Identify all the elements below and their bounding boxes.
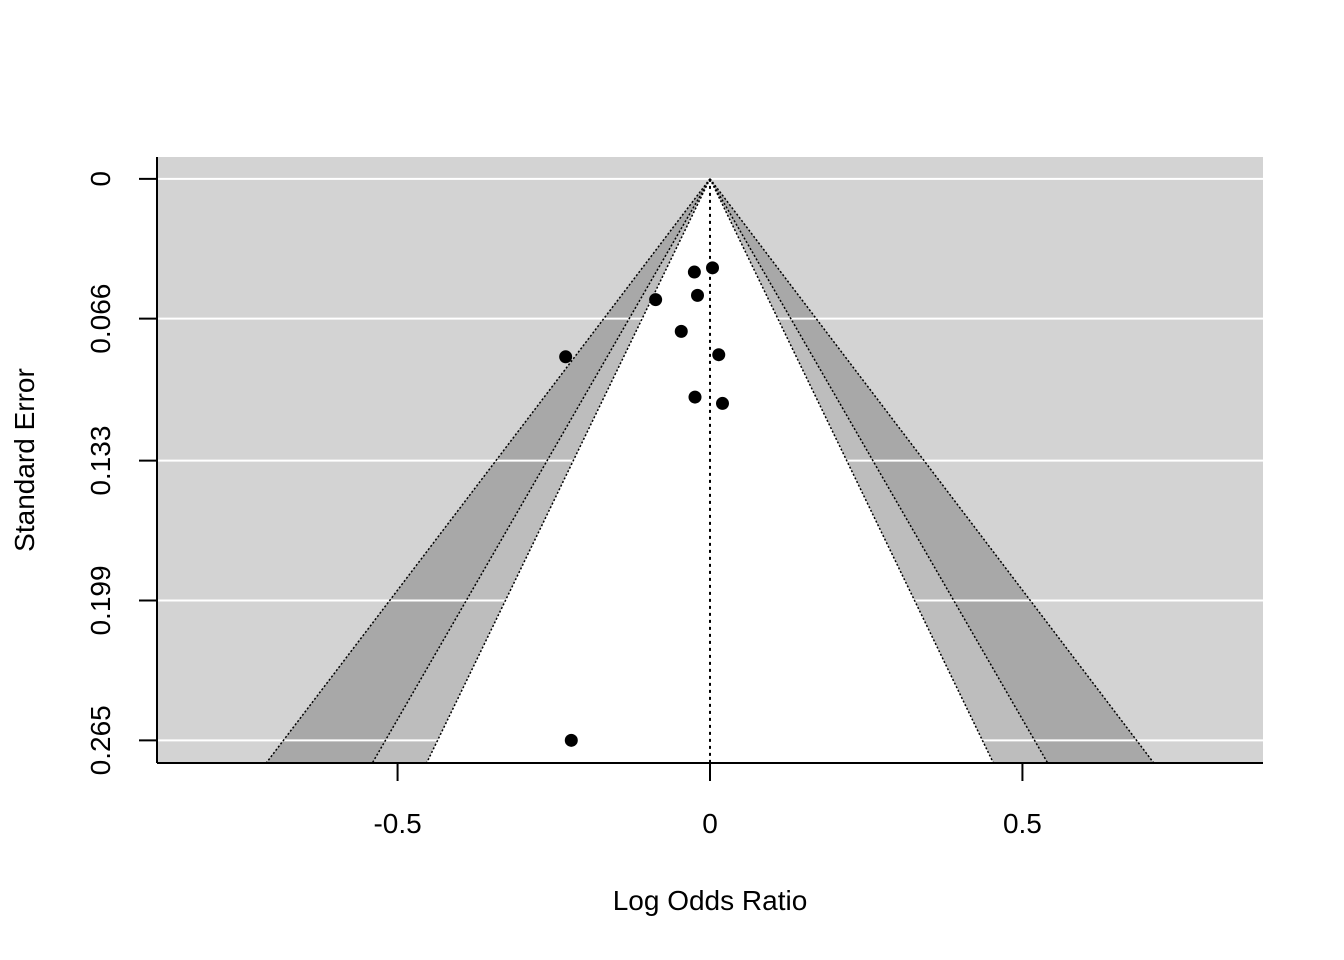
axes: -0.5 0 0.5 0 0.066 0.133 0.199 0.265	[85, 157, 1263, 839]
y-tick-label: 0.199	[85, 565, 116, 635]
data-point	[712, 348, 726, 362]
y-tick-label: 0.133	[85, 426, 116, 496]
plot-content	[157, 157, 1263, 763]
contour-boundary-line	[425, 178, 711, 763]
x-axis-label: Log Odds Ratio	[613, 885, 808, 916]
data-point	[564, 733, 578, 747]
contour-boundary-line	[371, 178, 711, 763]
x-tick-label: 0	[702, 808, 718, 839]
x-tick-label: 0.5	[1003, 808, 1042, 839]
data-point	[559, 350, 573, 364]
y-tick-label: 0.066	[85, 284, 116, 354]
contour-boundary-line	[709, 178, 995, 763]
data-point	[705, 261, 719, 275]
data-point	[674, 324, 688, 338]
y-tick-label: 0.265	[85, 705, 116, 775]
data-point	[688, 390, 702, 404]
contour-boundary-line	[709, 178, 1049, 763]
data-point	[691, 288, 705, 302]
plot-area	[157, 157, 1263, 763]
data-point	[687, 265, 701, 279]
data-point	[715, 396, 729, 410]
y-axis-label: Standard Error	[9, 368, 40, 552]
y-tick-label: 0	[85, 171, 116, 187]
data-point	[649, 293, 663, 307]
x-tick-label: -0.5	[373, 808, 421, 839]
contour-region-inner	[426, 178, 994, 763]
